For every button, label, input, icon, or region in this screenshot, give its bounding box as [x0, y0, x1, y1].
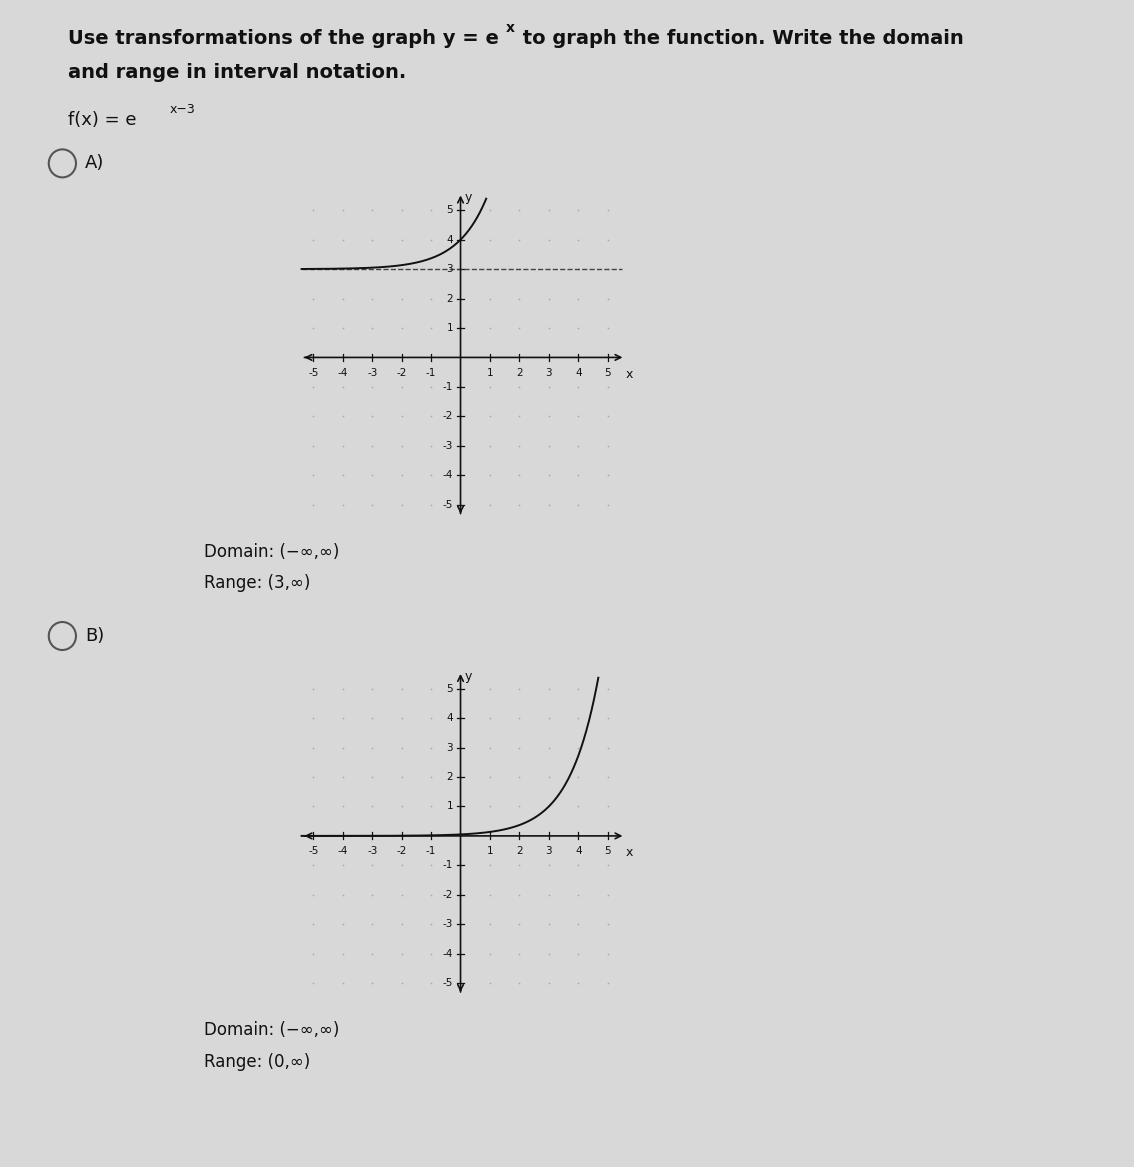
Text: -1: -1 [426, 846, 437, 857]
Text: -2: -2 [442, 411, 454, 421]
Text: -4: -4 [338, 368, 348, 378]
Text: -1: -1 [442, 382, 454, 392]
Text: x: x [506, 21, 515, 35]
Text: x: x [626, 846, 634, 859]
Text: Domain: (−∞,∞): Domain: (−∞,∞) [204, 543, 339, 560]
Text: B): B) [85, 627, 104, 645]
Text: -2: -2 [442, 889, 454, 900]
Text: -5: -5 [308, 368, 319, 378]
Text: -3: -3 [367, 368, 378, 378]
Text: -2: -2 [397, 368, 407, 378]
Text: 2: 2 [447, 773, 454, 782]
Text: Use transformations of the graph y = e: Use transformations of the graph y = e [68, 29, 499, 48]
Text: 3: 3 [545, 846, 552, 857]
Text: -3: -3 [367, 846, 378, 857]
Text: 2: 2 [447, 294, 454, 303]
Text: 1: 1 [447, 802, 454, 811]
Text: x: x [626, 368, 634, 380]
Text: -4: -4 [338, 846, 348, 857]
Text: 1: 1 [447, 323, 454, 333]
Text: 5: 5 [447, 684, 454, 693]
Text: -3: -3 [442, 441, 454, 450]
Text: 2: 2 [516, 368, 523, 378]
Text: 5: 5 [604, 846, 611, 857]
Text: -4: -4 [442, 949, 454, 958]
Text: -5: -5 [308, 846, 319, 857]
Text: Range: (3,∞): Range: (3,∞) [204, 574, 311, 592]
Text: to graph the function. Write the domain: to graph the function. Write the domain [516, 29, 964, 48]
Text: y: y [465, 670, 473, 683]
Text: 3: 3 [447, 264, 454, 274]
Text: -1: -1 [426, 368, 437, 378]
Text: Domain: (−∞,∞): Domain: (−∞,∞) [204, 1021, 339, 1039]
Text: -4: -4 [442, 470, 454, 480]
Text: and range in interval notation.: and range in interval notation. [68, 63, 406, 82]
Text: 4: 4 [447, 235, 454, 245]
Text: Range: (0,∞): Range: (0,∞) [204, 1053, 311, 1070]
Text: -3: -3 [442, 920, 454, 929]
Text: 3: 3 [447, 742, 454, 753]
Text: A): A) [85, 154, 104, 173]
Text: -5: -5 [442, 978, 454, 988]
Text: -1: -1 [442, 860, 454, 871]
Text: 5: 5 [604, 368, 611, 378]
Text: 4: 4 [575, 846, 582, 857]
Text: 1: 1 [486, 368, 493, 378]
Text: 3: 3 [545, 368, 552, 378]
Text: 4: 4 [575, 368, 582, 378]
Text: f(x) = e: f(x) = e [68, 111, 136, 128]
Text: y: y [465, 191, 473, 204]
Text: -5: -5 [442, 499, 454, 510]
Text: -2: -2 [397, 846, 407, 857]
Text: 2: 2 [516, 846, 523, 857]
Text: 4: 4 [447, 713, 454, 724]
Text: x−3: x−3 [170, 103, 196, 116]
Text: 1: 1 [486, 846, 493, 857]
Text: 5: 5 [447, 205, 454, 215]
